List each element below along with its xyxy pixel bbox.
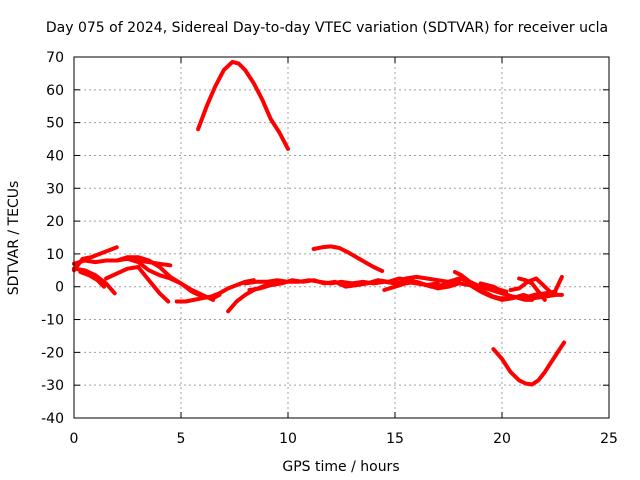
x-tick-label: 25 — [600, 431, 618, 447]
y-tick-label: 0 — [55, 280, 64, 296]
series-line-6 — [72, 266, 117, 296]
grid-layer — [74, 57, 609, 418]
series-layer — [72, 59, 567, 387]
series-line-16 — [403, 274, 558, 301]
y-tick-label: -40 — [41, 411, 64, 427]
y-tick-label: 70 — [46, 50, 64, 66]
series-line-20 — [478, 281, 509, 294]
y-tick-label: -30 — [41, 378, 64, 394]
series-line-17 — [452, 270, 534, 302]
series-line-18 — [508, 274, 564, 297]
series-line-5 — [72, 245, 119, 273]
plot-frame — [73, 56, 610, 419]
y-axis-title: SDTVAR / TECUs — [6, 181, 22, 296]
y-tick-label: 40 — [46, 148, 64, 164]
y-tick-label: 60 — [46, 83, 64, 99]
x-tick-label: 20 — [493, 431, 511, 447]
x-tick-label: 10 — [279, 431, 297, 447]
series-line-11 — [174, 278, 256, 304]
x-tick-label: 5 — [177, 431, 186, 447]
y-tick-label: 20 — [46, 214, 64, 230]
series-line-7 — [78, 270, 106, 289]
y-tick-label: 30 — [46, 181, 64, 197]
y-tick-label: 10 — [46, 247, 64, 263]
series-line-19 — [517, 276, 547, 302]
y-tick-label: -10 — [41, 313, 64, 329]
x-axis-title: GPS time / hours — [282, 459, 399, 475]
series-line-8 — [104, 265, 171, 304]
x-tick-label: 15 — [386, 431, 404, 447]
series-line-3 — [491, 340, 567, 387]
chart-title: Day 075 of 2024, Sidereal Day-to-day VTE… — [46, 20, 608, 36]
y-tick-label: -20 — [41, 345, 64, 361]
x-tick-label: 0 — [70, 431, 79, 447]
series-line-1 — [196, 59, 290, 151]
tick-layer: 0 5 10 15 20 25 -40 -30 -20 -10 0 10 20 30 40 50 60 70 — [41, 50, 618, 447]
y-tick-label: 50 — [46, 116, 64, 132]
series-line-2 — [311, 244, 385, 273]
